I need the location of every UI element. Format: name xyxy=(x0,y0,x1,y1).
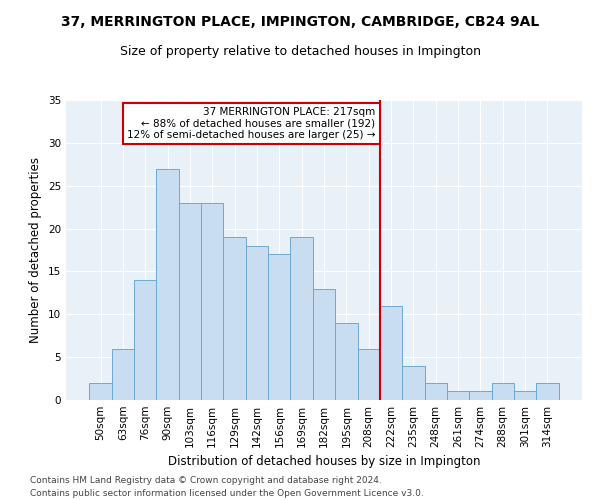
Bar xyxy=(290,237,313,400)
Bar xyxy=(157,168,179,400)
Bar xyxy=(268,254,290,400)
Bar xyxy=(179,203,201,400)
Bar xyxy=(425,383,447,400)
Text: Contains HM Land Registry data © Crown copyright and database right 2024.: Contains HM Land Registry data © Crown c… xyxy=(30,476,382,485)
Text: 37 MERRINGTON PLACE: 217sqm
← 88% of detached houses are smaller (192)
12% of se: 37 MERRINGTON PLACE: 217sqm ← 88% of det… xyxy=(127,107,376,140)
Bar xyxy=(447,392,469,400)
Bar xyxy=(402,366,425,400)
Bar xyxy=(313,288,335,400)
Bar xyxy=(246,246,268,400)
Text: Size of property relative to detached houses in Impington: Size of property relative to detached ho… xyxy=(119,45,481,58)
Bar xyxy=(358,348,380,400)
Bar xyxy=(380,306,402,400)
Bar xyxy=(134,280,157,400)
Bar xyxy=(491,383,514,400)
Bar xyxy=(112,348,134,400)
Text: 37, MERRINGTON PLACE, IMPINGTON, CAMBRIDGE, CB24 9AL: 37, MERRINGTON PLACE, IMPINGTON, CAMBRID… xyxy=(61,15,539,29)
Bar xyxy=(335,323,358,400)
Bar xyxy=(201,203,223,400)
Y-axis label: Number of detached properties: Number of detached properties xyxy=(29,157,43,343)
Bar xyxy=(469,392,491,400)
Bar xyxy=(223,237,246,400)
Bar xyxy=(514,392,536,400)
Text: Contains public sector information licensed under the Open Government Licence v3: Contains public sector information licen… xyxy=(30,488,424,498)
Bar xyxy=(536,383,559,400)
Bar xyxy=(89,383,112,400)
X-axis label: Distribution of detached houses by size in Impington: Distribution of detached houses by size … xyxy=(168,456,480,468)
